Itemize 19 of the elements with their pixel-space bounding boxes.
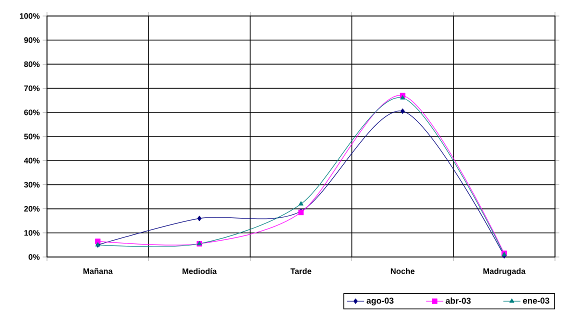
y-tick-label: 0% [28, 254, 40, 260]
y-tick-label: 40% [24, 158, 40, 164]
y-tick-label: 60% [24, 110, 40, 116]
y-tick-label: 20% [24, 206, 40, 212]
y-tick-label: 70% [24, 85, 40, 92]
x-tick-label: Mediodía [182, 268, 217, 274]
y-tick-label: 50% [24, 134, 40, 140]
y-tick-label: 10% [24, 230, 40, 236]
y-tick-label: 90% [24, 37, 40, 43]
y-tick-label: 80% [24, 61, 40, 68]
x-tick-label: Madrugada [483, 268, 526, 276]
y-tick-label: 30% [24, 182, 40, 188]
legend-label: abr-03 [446, 298, 471, 304]
legend-label: ago-03 [366, 298, 394, 306]
x-tick-label: Noche [390, 268, 415, 274]
legend-label: ene-03 [522, 298, 550, 304]
x-tick-label: Mañana [83, 268, 113, 274]
x-tick-label: Tarde [290, 268, 312, 274]
y-tick-label: 100% [20, 13, 40, 19]
